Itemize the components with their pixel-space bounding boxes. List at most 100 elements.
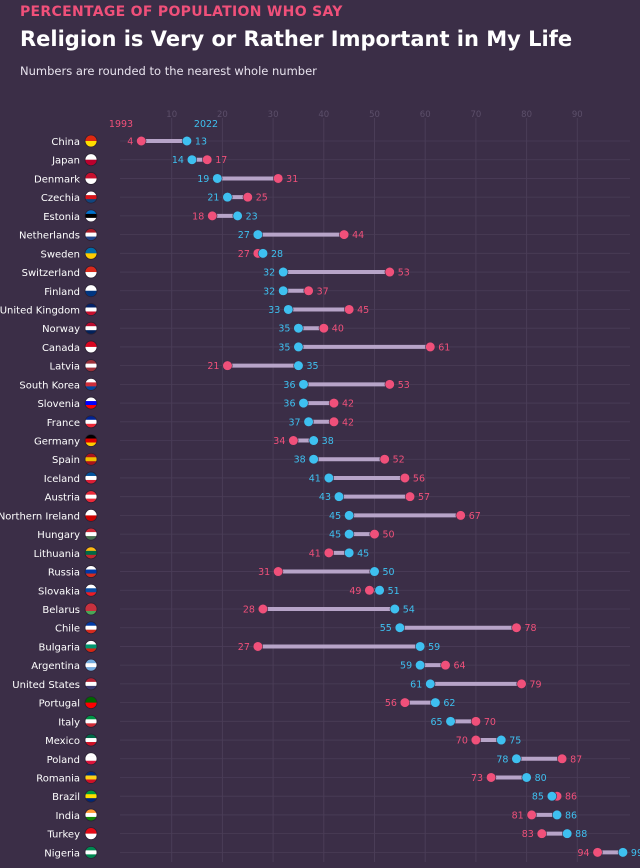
flag-icon xyxy=(84,172,98,185)
value-label-1993: 49 xyxy=(349,586,361,597)
flag-icon xyxy=(84,733,98,747)
value-label-1993: 70 xyxy=(484,717,496,728)
flag-icon xyxy=(84,228,98,242)
dot-1993 xyxy=(425,341,436,353)
flag-icon xyxy=(84,265,98,279)
value-label-1993: 42 xyxy=(342,417,354,428)
dot-2022 xyxy=(186,154,198,165)
dot-1993 xyxy=(556,753,568,764)
flag-icon xyxy=(84,509,98,522)
dot-1993 xyxy=(516,678,527,689)
dot-2022 xyxy=(369,566,380,577)
country-label: Bulgaria xyxy=(39,642,80,653)
chart-kicker: PERCENTAGE OF POPULATION WHO SAY xyxy=(20,4,343,20)
value-label-1993: 64 xyxy=(453,661,465,672)
flag-icon xyxy=(84,415,98,429)
legend-2022: 2022 xyxy=(194,119,218,130)
country-label: Brazil xyxy=(52,792,80,803)
value-label-1993: 34 xyxy=(273,436,285,447)
value-label-1993: 27 xyxy=(238,642,250,653)
value-label-2022: 38 xyxy=(322,436,334,447)
x-tick-label: 10 xyxy=(166,110,177,120)
dot-2022 xyxy=(298,379,309,390)
dot-1993 xyxy=(273,173,284,184)
value-label-1993: 31 xyxy=(258,567,270,578)
x-tick-label: 70 xyxy=(470,110,481,120)
value-label-2022: 35 xyxy=(278,324,290,335)
flag-icon xyxy=(84,153,98,167)
dot-1993 xyxy=(526,809,537,821)
dot-1993 xyxy=(257,603,269,615)
value-label-1993: 81 xyxy=(512,810,524,821)
dot-1993 xyxy=(338,229,350,240)
dot-1993 xyxy=(136,135,147,147)
country-label: Iceland xyxy=(44,474,80,485)
value-label-2022: 21 xyxy=(207,193,219,204)
value-label-1993: 40 xyxy=(332,324,344,335)
dot-2022 xyxy=(562,828,573,839)
country-label: Italy xyxy=(58,717,80,728)
flag-icon xyxy=(84,845,98,859)
value-label-2022: 61 xyxy=(410,679,422,690)
value-label-2022: 33 xyxy=(268,305,280,316)
country-label: Czechia xyxy=(41,193,80,204)
dot-2022 xyxy=(293,341,304,353)
flag-icon xyxy=(84,340,98,354)
country-label: Finland xyxy=(44,287,80,298)
dot-2022 xyxy=(389,603,400,615)
dot-1993 xyxy=(470,734,482,746)
dot-1993 xyxy=(536,828,547,839)
dot-1993 xyxy=(511,622,522,633)
value-label-2022: 75 xyxy=(509,736,521,747)
country-label: Portugal xyxy=(39,699,80,710)
dot-1993 xyxy=(328,416,340,427)
flag-icon xyxy=(84,452,98,466)
country-label: Sweden xyxy=(40,249,80,260)
value-label-2022: 36 xyxy=(283,380,295,391)
flag-icon xyxy=(84,771,98,784)
flag-icon xyxy=(84,490,98,504)
country-label: Netherlands xyxy=(19,231,80,242)
value-label-1993: 31 xyxy=(286,174,298,185)
dot-1993 xyxy=(384,266,395,278)
flag-icon xyxy=(84,377,98,391)
value-label-2022: 35 xyxy=(278,342,290,353)
dot-1993 xyxy=(384,379,395,390)
dot-1993 xyxy=(318,323,329,334)
flag-icon xyxy=(84,396,98,410)
flag-icon xyxy=(84,621,98,635)
dot-2022 xyxy=(374,585,385,596)
country-label: Germany xyxy=(34,437,80,448)
country-label: Latvia xyxy=(50,362,80,373)
dot-1993 xyxy=(288,435,299,446)
country-label: Canada xyxy=(42,343,80,354)
country-label: Switzerland xyxy=(22,268,80,279)
dot-1993 xyxy=(486,772,497,783)
dot-1993 xyxy=(207,210,218,221)
flag-icon xyxy=(84,677,98,691)
country-label: Northern Ireland xyxy=(0,511,80,522)
dot-1993 xyxy=(399,472,411,484)
value-label-1993: 53 xyxy=(398,380,410,391)
country-label: Mexico xyxy=(45,736,80,747)
flag-icon xyxy=(84,583,98,597)
country-label: Slovakia xyxy=(38,586,80,597)
value-label-1993: 94 xyxy=(577,848,589,859)
dot-1993 xyxy=(303,285,314,296)
flag-icon xyxy=(84,808,98,822)
dot-2022 xyxy=(232,210,243,221)
value-label-2022: 55 xyxy=(380,623,392,634)
dot-1993 xyxy=(323,547,334,558)
x-tick-label: 30 xyxy=(268,110,279,120)
flag-icon xyxy=(84,359,98,373)
value-label-2022: 54 xyxy=(403,605,415,616)
value-label-1993: 57 xyxy=(418,492,430,503)
flag-icon xyxy=(84,209,98,223)
value-label-1993: 83 xyxy=(522,829,534,840)
country-label: South Korea xyxy=(19,380,80,391)
value-label-1993: 41 xyxy=(309,548,321,559)
value-label-2022: 65 xyxy=(430,717,442,728)
flag-icon xyxy=(84,246,98,260)
value-label-1993: 86 xyxy=(565,792,577,803)
